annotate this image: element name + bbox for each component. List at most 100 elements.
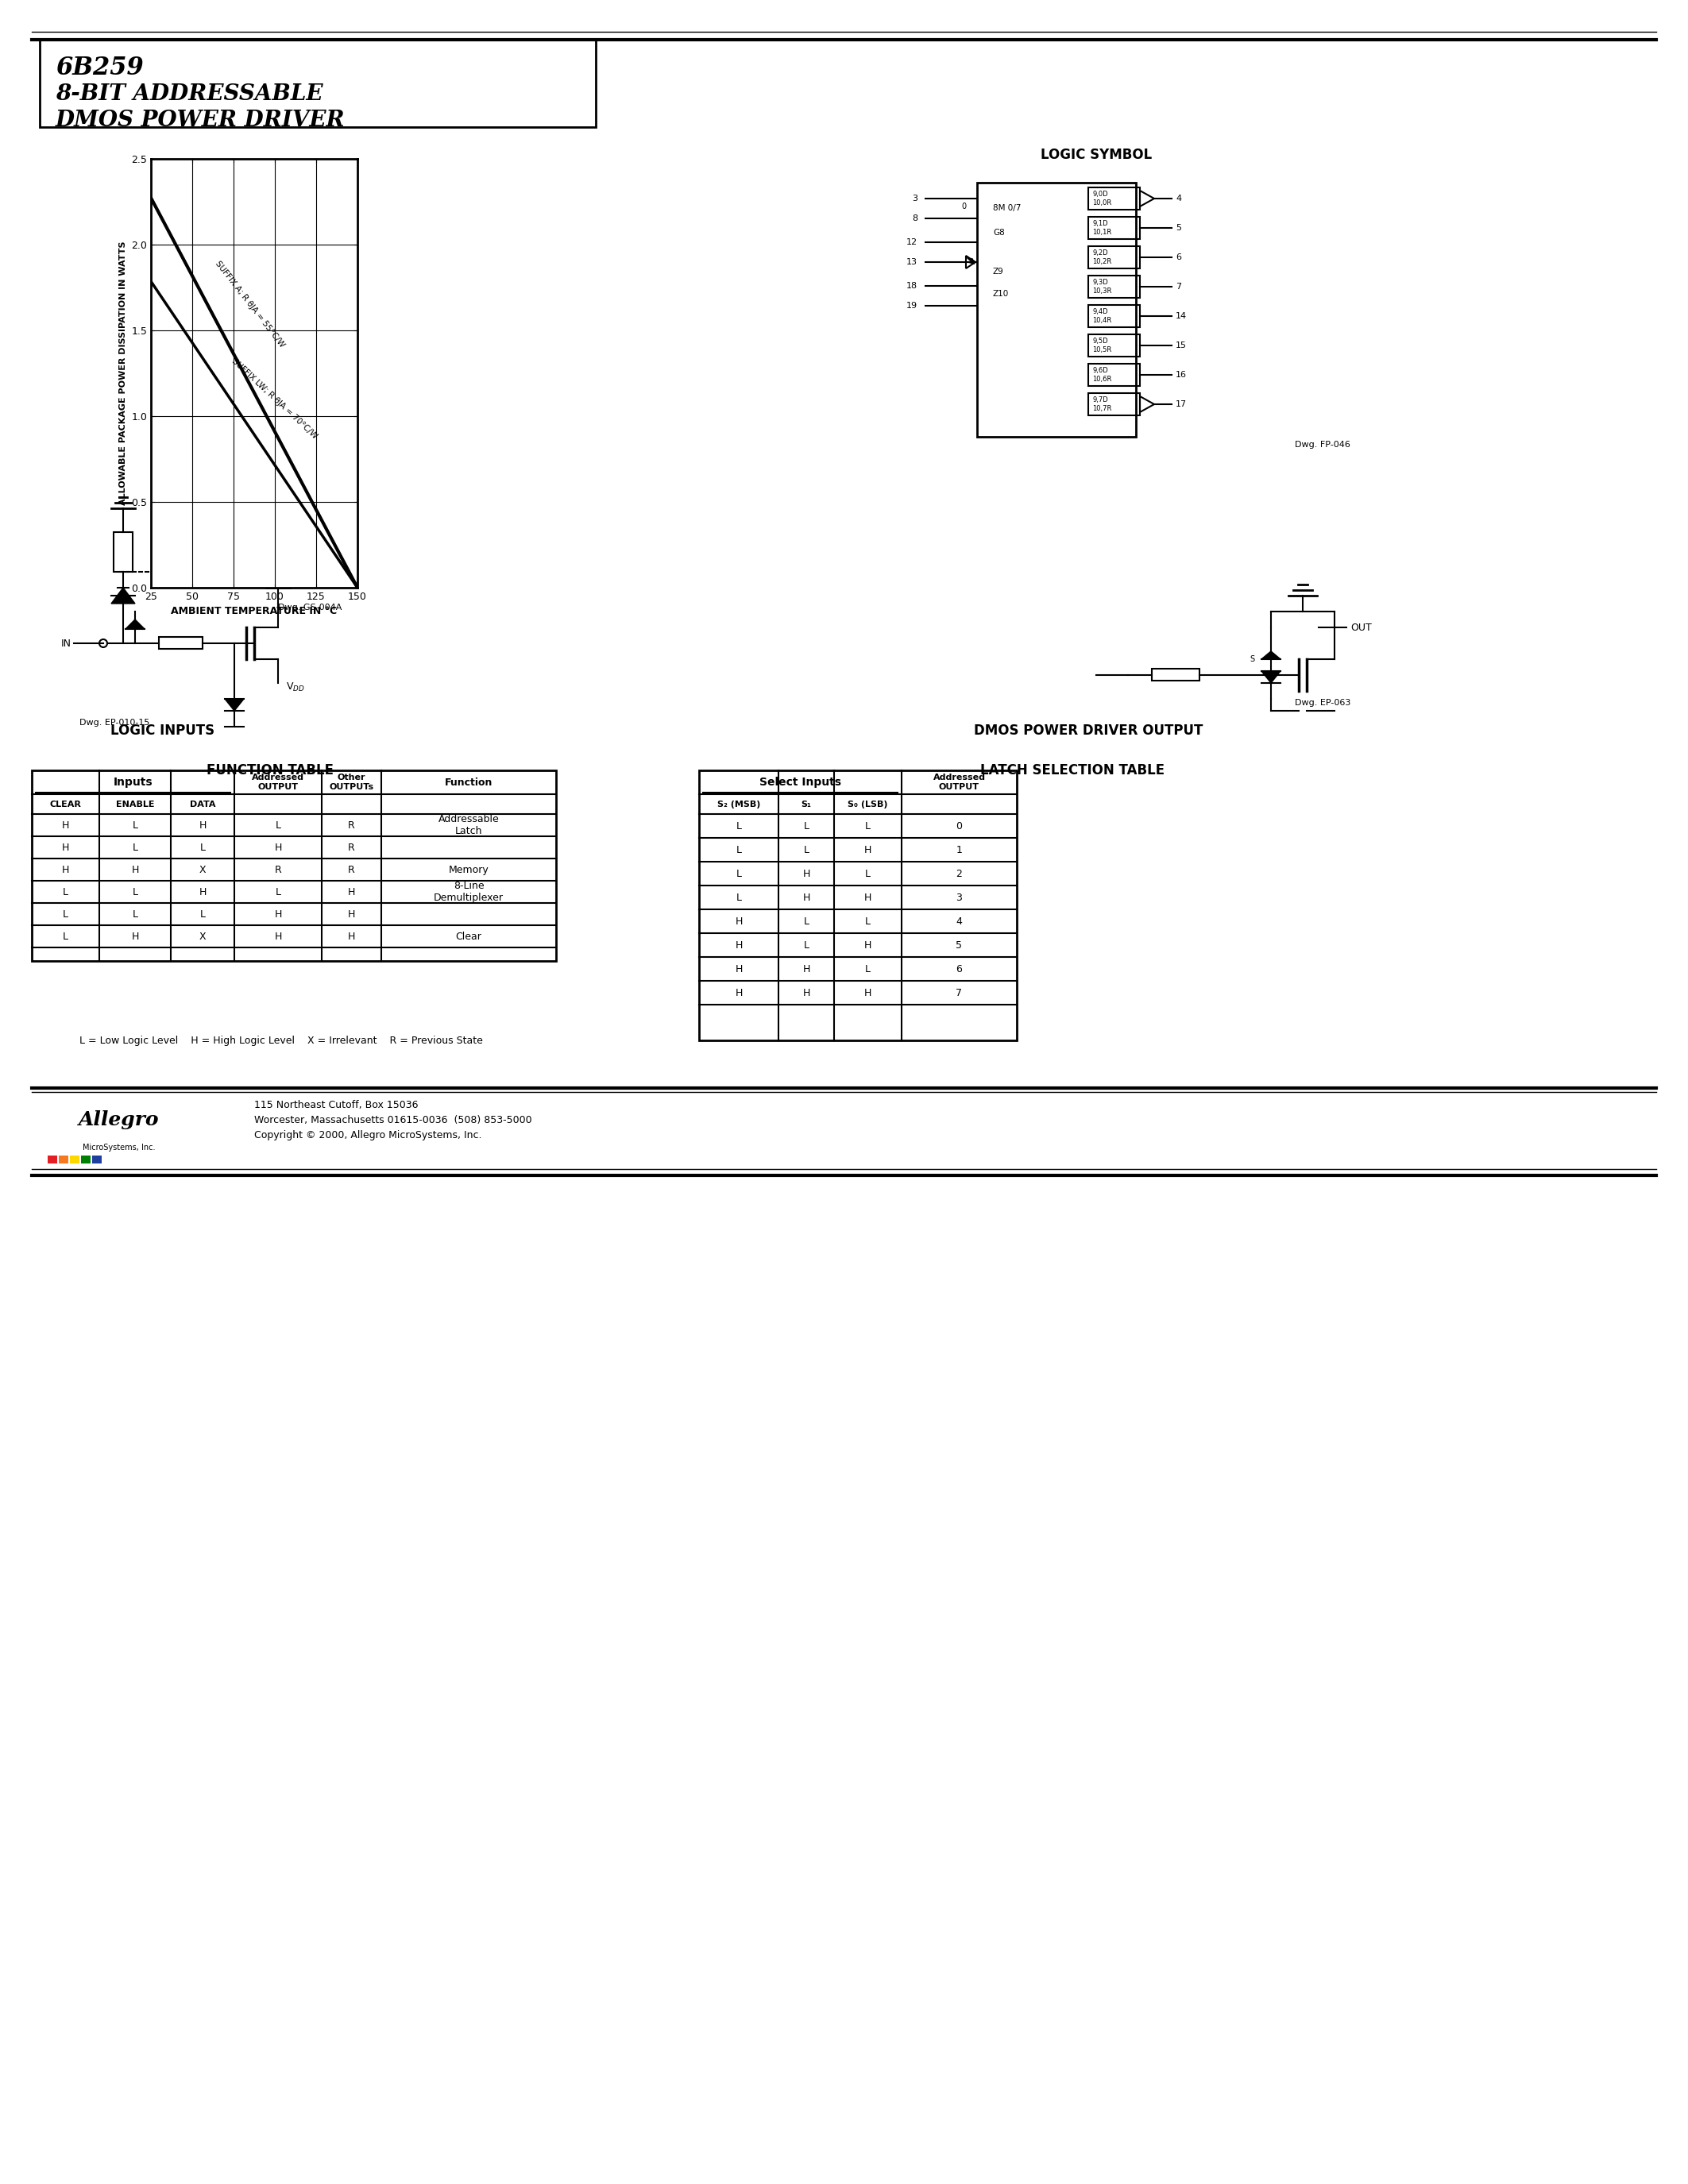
Text: L: L: [132, 819, 138, 830]
Polygon shape: [1261, 651, 1281, 660]
Bar: [47, 1155, 57, 1164]
Text: L: L: [864, 963, 871, 974]
Text: 8: 8: [912, 214, 918, 223]
Text: L: L: [132, 887, 138, 898]
Bar: [1089, 188, 1139, 210]
Text: H: H: [348, 930, 354, 941]
Text: 4: 4: [955, 915, 962, 926]
Bar: [41, 39, 596, 127]
Text: 7: 7: [1175, 282, 1182, 290]
Text: 9,7D
10,7R: 9,7D 10,7R: [1092, 397, 1112, 413]
Bar: [1089, 275, 1139, 297]
Bar: [977, 183, 1136, 437]
Text: L: L: [864, 869, 871, 878]
Polygon shape: [225, 699, 243, 710]
Text: CLEAR: CLEAR: [49, 799, 81, 808]
Text: 9,0D
10,0R: 9,0D 10,0R: [1092, 190, 1111, 205]
Text: 3: 3: [912, 194, 918, 203]
Text: H: H: [734, 939, 743, 950]
Text: R: R: [348, 819, 354, 830]
Text: H: H: [802, 893, 810, 902]
Text: Addressed
OUTPUT: Addressed OUTPUT: [933, 773, 986, 791]
Text: 8-BIT ADDRESSABLE: 8-BIT ADDRESSABLE: [56, 83, 322, 105]
Polygon shape: [1261, 670, 1281, 684]
Text: 17: 17: [1175, 400, 1187, 408]
Text: Addressable
Latch: Addressable Latch: [439, 815, 500, 836]
Text: Dwg. FP-046: Dwg. FP-046: [1295, 441, 1350, 448]
Text: DMOS POWER DRIVER OUTPUT: DMOS POWER DRIVER OUTPUT: [974, 723, 1204, 738]
Text: S₀ (LSB): S₀ (LSB): [847, 799, 888, 808]
Text: H: H: [864, 987, 871, 998]
Text: S: S: [1251, 655, 1256, 664]
Text: Memory: Memory: [449, 865, 490, 876]
Text: Clear: Clear: [456, 930, 481, 941]
Text: H: H: [273, 930, 282, 941]
Text: H: H: [864, 845, 871, 854]
Text: 6: 6: [955, 963, 962, 974]
Text: 0: 0: [960, 203, 966, 210]
Text: R: R: [348, 865, 354, 876]
Text: 2: 2: [955, 869, 962, 878]
Text: Addressed
OUTPUT: Addressed OUTPUT: [252, 773, 304, 791]
Text: 5: 5: [1175, 225, 1182, 232]
Bar: [93, 1155, 101, 1164]
Text: 14: 14: [1175, 312, 1187, 321]
Bar: [69, 1155, 79, 1164]
Text: H: H: [273, 843, 282, 852]
Text: 18: 18: [906, 282, 918, 290]
Text: L: L: [199, 843, 206, 852]
Text: G8: G8: [993, 229, 1004, 236]
Bar: [1089, 334, 1139, 356]
Text: H: H: [132, 865, 138, 876]
Y-axis label: ALLOWABLE PACKAGE POWER DISSIPATION IN WATTS: ALLOWABLE PACKAGE POWER DISSIPATION IN W…: [118, 240, 127, 505]
Text: X: X: [199, 865, 206, 876]
Text: 8-Line
Demultiplexer: 8-Line Demultiplexer: [434, 880, 503, 902]
Text: Inputs: Inputs: [113, 778, 152, 788]
Text: Dwg. EP-010-15: Dwg. EP-010-15: [79, 719, 150, 727]
Text: 9,6D
10,6R: 9,6D 10,6R: [1092, 367, 1112, 382]
Text: LATCH SELECTION TABLE: LATCH SELECTION TABLE: [981, 762, 1165, 778]
Text: 115 Northeast Cutoff, Box 15036
Worcester, Massachusetts 01615-0036  (508) 853-5: 115 Northeast Cutoff, Box 15036 Worceste…: [255, 1099, 532, 1140]
Bar: [1089, 365, 1139, 387]
Text: DMOS POWER DRIVER: DMOS POWER DRIVER: [56, 109, 346, 131]
Text: S₂ (MSB): S₂ (MSB): [717, 799, 760, 808]
Text: 13: 13: [906, 258, 918, 266]
Text: IN: IN: [61, 638, 71, 649]
Text: H: H: [348, 909, 354, 919]
Text: H: H: [864, 893, 871, 902]
Bar: [1089, 247, 1139, 269]
Text: L: L: [62, 887, 68, 898]
Bar: [159, 638, 203, 649]
Text: L = Low Logic Level    H = High Logic Level    X = Irrelevant    R = Previous St: L = Low Logic Level H = High Logic Level…: [79, 1035, 483, 1046]
Text: 5: 5: [955, 939, 962, 950]
Text: L: L: [62, 930, 68, 941]
Text: Z9: Z9: [993, 269, 1004, 275]
Polygon shape: [125, 620, 145, 629]
Bar: [1089, 216, 1139, 238]
Text: SUFFIX A; R θJA = 55°C/W: SUFFIX A; R θJA = 55°C/W: [214, 260, 287, 349]
Text: H: H: [802, 987, 810, 998]
Text: H: H: [734, 915, 743, 926]
Text: 9,5D
10,5R: 9,5D 10,5R: [1092, 339, 1111, 354]
Bar: [1151, 668, 1200, 681]
Text: L: L: [736, 869, 741, 878]
Text: Z10: Z10: [993, 290, 1009, 297]
Text: H: H: [734, 987, 743, 998]
Bar: [59, 1155, 68, 1164]
Text: L: L: [132, 843, 138, 852]
Text: L: L: [736, 893, 741, 902]
Bar: [81, 1155, 91, 1164]
Text: FUNCTION TABLE: FUNCTION TABLE: [206, 762, 334, 778]
Text: L: L: [864, 821, 871, 832]
Text: R: R: [275, 865, 282, 876]
Bar: [1089, 393, 1139, 415]
Text: S₁: S₁: [802, 799, 812, 808]
Text: L: L: [62, 909, 68, 919]
Text: Dwg. GS-004A: Dwg. GS-004A: [279, 603, 341, 612]
Text: 9,4D
10,4R: 9,4D 10,4R: [1092, 308, 1111, 323]
Text: L: L: [803, 915, 809, 926]
Text: L: L: [199, 909, 206, 919]
Text: 1: 1: [955, 845, 962, 854]
Text: Allegro: Allegro: [79, 1109, 159, 1129]
Text: H: H: [62, 865, 69, 876]
